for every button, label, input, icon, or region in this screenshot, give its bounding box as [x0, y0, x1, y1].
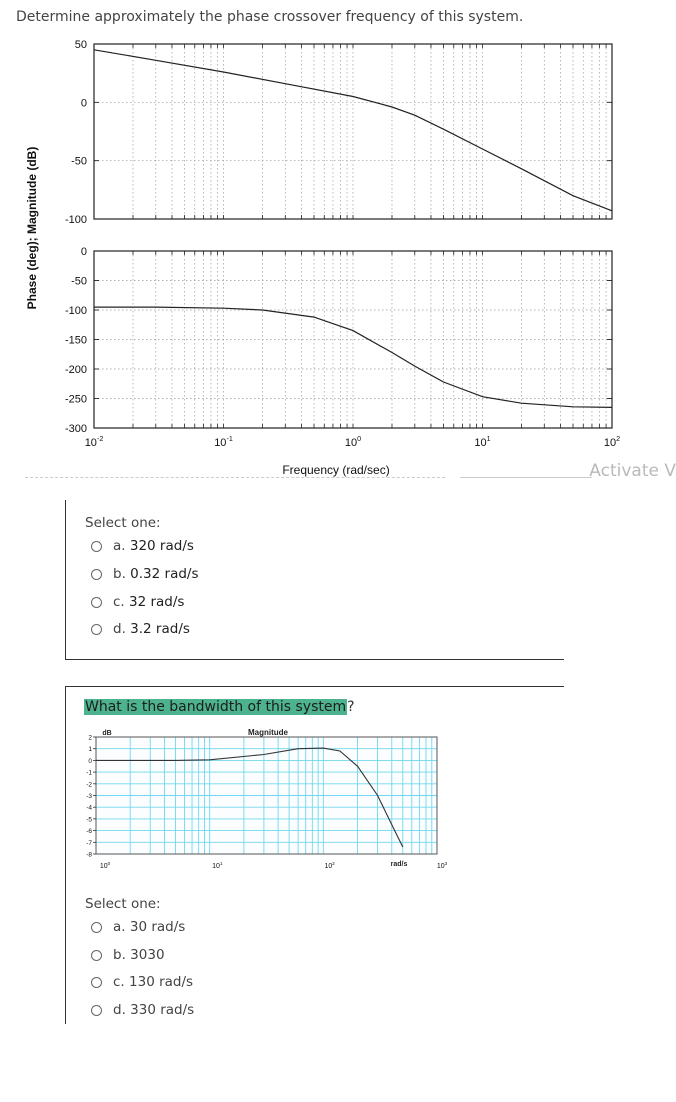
q1-option-c[interactable]: c. 32 rad/s [91, 594, 184, 610]
radio-button[interactable] [91, 568, 102, 580]
option-letter: b. [113, 566, 126, 582]
q2-option-c[interactable]: c. 130 rad/s [91, 974, 193, 990]
magnitude-plot-x-label: rad/s [391, 861, 408, 868]
option-answer: 32 rad/s [129, 594, 185, 610]
option-answer: 3.2 rad/s [130, 621, 190, 637]
bode-y-axis-label: Phase (deg); Magnitude (dB) [25, 147, 39, 310]
q2-option-d[interactable]: d. 330 rad/s [91, 1002, 194, 1018]
radio-button[interactable] [91, 921, 102, 933]
bode-x-axis-label: Frequency (rad/sec) [282, 463, 389, 477]
option-answer: 330 rad/s [130, 1002, 195, 1018]
y-tick-label: -300 [65, 423, 87, 435]
option-answer: 320 rad/s [129, 538, 194, 554]
y-tick-label: -4 [86, 805, 92, 812]
question2-text: What is the bandwidth of this system? [84, 699, 355, 715]
x-tick-label: 100 [345, 435, 361, 449]
y-tick-label: -200 [65, 364, 87, 376]
radio-button[interactable] [91, 596, 102, 608]
y-tick-label: -6 [86, 828, 92, 835]
q1-option-a[interactable]: a. 320 rad/s [91, 538, 194, 554]
option-letter: d. [113, 621, 126, 637]
x-tick-label: 101 [212, 861, 223, 870]
q1-option-b[interactable]: b. 0.32 rad/s [91, 566, 199, 582]
magnitude-curve [93, 49, 613, 212]
option-answer: 30 rad/s [129, 919, 186, 935]
radio-button[interactable] [91, 949, 102, 961]
y-tick-label: -3 [86, 793, 92, 800]
y-tick-label: 1 [88, 746, 92, 753]
y-tick-label: -150 [65, 335, 87, 347]
y-tick-label: 0 [88, 758, 92, 765]
magnitude-plot-chart: 2 1 0 -1 -2 -3 -4 -5 -6 -7 -8 100 101 102 103 Magnitud… [86, 728, 447, 871]
magnitude-plot-ticks: 2 1 0 -1 -2 -3 -4 -5 -6 -7 -8 100 101 102 103 [86, 735, 447, 871]
y-tick-label: -2 [86, 781, 92, 788]
y-tick-label: -50 [71, 156, 87, 168]
y-tick-label: -50 [71, 276, 87, 288]
y-tick-label: 0 [81, 246, 87, 258]
select-one-label: Select one: [85, 515, 161, 531]
x-tick-label: 102 [325, 861, 336, 870]
bode-grid [94, 44, 612, 428]
answer-block-border-bottom [65, 659, 564, 660]
radio-button[interactable] [91, 623, 102, 635]
q2-option-a[interactable]: a. 30 rad/s [91, 919, 185, 935]
q2-option-b[interactable]: b. 3030 [91, 947, 165, 963]
y-tick-label: -100 [65, 305, 87, 317]
y-tick-label: 2 [88, 735, 92, 742]
option-letter: b. [113, 947, 126, 963]
option-letter: a. [113, 538, 126, 554]
x-tick-label: 101 [474, 435, 490, 449]
magnitude-plot-y-label: dB [102, 730, 111, 737]
cut-off-line [25, 477, 445, 478]
answer-block-border-left [65, 500, 66, 659]
divider [460, 477, 592, 478]
radio-button[interactable] [91, 1004, 102, 1016]
y-tick-label: -250 [65, 394, 87, 406]
radio-button[interactable] [91, 540, 102, 552]
magnitude-plot-title: Magnitude [248, 728, 289, 737]
select-one-label: Select one: [85, 896, 161, 912]
option-answer: 130 rad/s [129, 974, 194, 990]
magnitude-plot-curve [96, 747, 404, 848]
x-tick-label: 100 [100, 861, 111, 870]
question1-text: Determine approximately the phase crosso… [16, 9, 524, 25]
radio-button[interactable] [91, 976, 102, 988]
q1-option-d[interactable]: d. 3.2 rad/s [91, 621, 190, 637]
y-tick-label: -100 [65, 214, 87, 226]
option-letter: c. [113, 974, 125, 990]
option-letter: c. [113, 594, 125, 610]
option-answer: 3030 [130, 947, 165, 963]
y-tick-label: -7 [86, 840, 92, 847]
y-tick-label: -1 [86, 770, 92, 777]
option-answer: 0.32 rad/s [130, 566, 199, 582]
phase-curve [94, 306, 613, 408]
option-letter: a. [113, 919, 126, 935]
x-tick-label: 103 [437, 861, 448, 870]
y-tick-label: -8 [86, 852, 92, 859]
activate-windows-watermark: Activate V [589, 461, 676, 481]
highlighted-text: What is the bandwidth of this system [84, 699, 348, 715]
x-tick-label: 10-2 [85, 435, 104, 449]
y-tick-label: 50 [75, 39, 87, 51]
y-tick-label: 0 [81, 97, 87, 109]
question2-text-suffix: ? [347, 699, 355, 715]
question2-border-left [65, 686, 66, 1024]
x-tick-label: 10-1 [214, 435, 233, 449]
y-tick-label: -5 [86, 816, 92, 823]
question2-border-top [65, 686, 564, 687]
x-tick-label: 102 [604, 435, 620, 449]
option-letter: d. [113, 1002, 126, 1018]
